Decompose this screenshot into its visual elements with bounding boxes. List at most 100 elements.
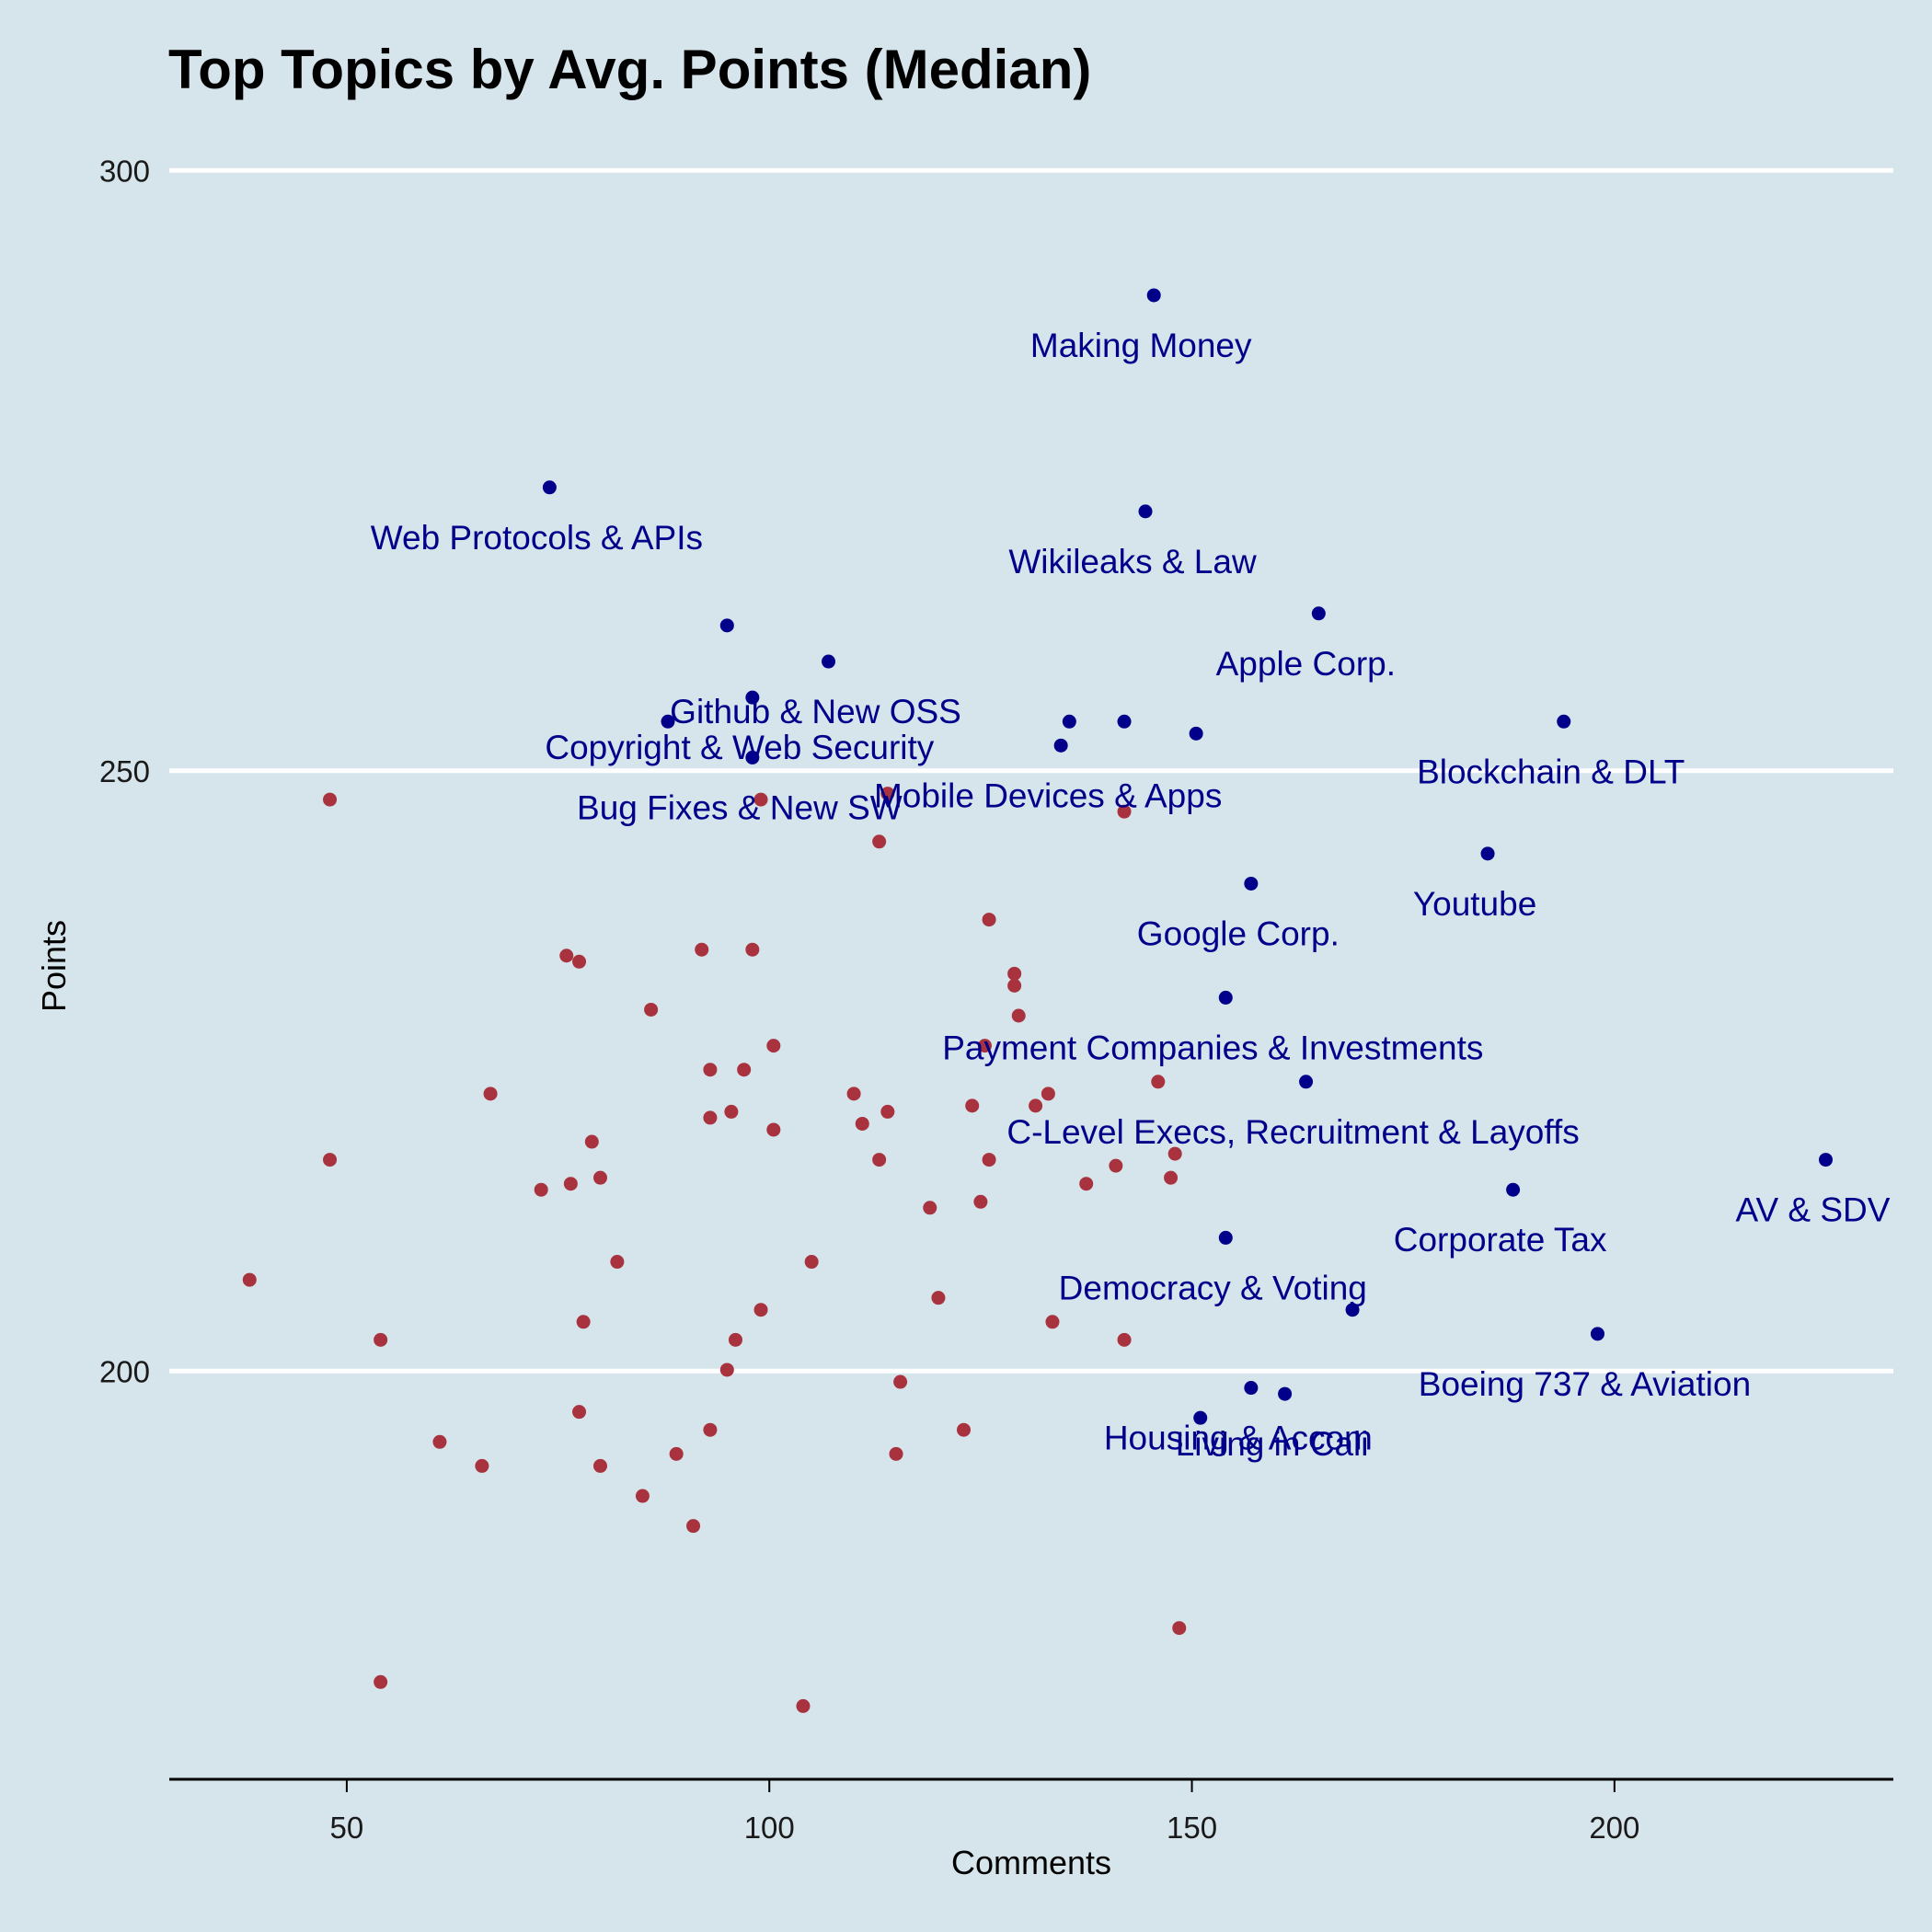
data-point-topic bbox=[1299, 1075, 1314, 1089]
data-label: AV & SDV bbox=[1736, 1191, 1891, 1229]
data-label: Democracy & Voting bbox=[1059, 1269, 1367, 1306]
data-point-other bbox=[242, 1272, 257, 1287]
data-point-other bbox=[695, 942, 709, 957]
data-point-topic bbox=[1311, 606, 1326, 621]
y-tick-label: 250 bbox=[99, 754, 150, 788]
data-point-topic bbox=[1053, 738, 1068, 753]
data-label: Making Money bbox=[1030, 327, 1252, 364]
x-tick-labels: 50 100 150 200 bbox=[330, 1779, 1639, 1845]
data-point-other bbox=[610, 1255, 625, 1270]
data-point-other bbox=[753, 1303, 768, 1317]
data-point-other bbox=[644, 1002, 659, 1017]
data-point-other bbox=[593, 1458, 607, 1473]
data-point-other bbox=[1079, 1177, 1094, 1191]
data-point-topic bbox=[1138, 504, 1153, 519]
data-point-other bbox=[1029, 1098, 1043, 1113]
data-point-other bbox=[534, 1182, 548, 1197]
data-label: Wikileaks & Law bbox=[1008, 543, 1257, 581]
data-label: Blockchain & DLT bbox=[1417, 753, 1685, 790]
data-point-other bbox=[846, 1087, 861, 1101]
data-point-other bbox=[973, 1194, 988, 1209]
chart-title: Top Topics by Avg. Points (Median) bbox=[168, 39, 1091, 100]
data-point-other bbox=[1117, 1332, 1132, 1347]
data-point-other bbox=[1164, 1170, 1179, 1185]
data-point-topic bbox=[1480, 846, 1495, 861]
data-point-topic bbox=[1506, 1182, 1521, 1197]
data-point-other bbox=[982, 913, 996, 927]
data-point-other bbox=[724, 1104, 739, 1119]
data-point-topic bbox=[1218, 990, 1233, 1005]
data-point-topic bbox=[1345, 1303, 1360, 1317]
data-label: Mobile Devices & Apps bbox=[874, 776, 1222, 814]
data-point-topic bbox=[1146, 288, 1161, 303]
data-label: Github & New OSS bbox=[670, 693, 961, 730]
data-point-other bbox=[483, 1087, 498, 1101]
data-label: Apple Corp. bbox=[1216, 645, 1396, 683]
data-point-topic bbox=[1244, 876, 1259, 891]
y-axis-title: Points bbox=[35, 920, 73, 1012]
data-label: Bug Fixes & New SW bbox=[577, 788, 903, 826]
data-point-other bbox=[432, 1434, 447, 1449]
data-point-other bbox=[1045, 1315, 1060, 1329]
data-point-other bbox=[323, 792, 338, 807]
data-point-other bbox=[880, 787, 895, 801]
data-point-other bbox=[923, 1201, 937, 1215]
data-point-other bbox=[766, 1039, 781, 1053]
data-label: Payment Companies & Investments bbox=[942, 1029, 1483, 1066]
data-point-other bbox=[753, 792, 768, 807]
data-point-topic bbox=[1218, 1230, 1233, 1245]
data-point-other bbox=[719, 1363, 734, 1377]
data-label: Corporate Tax bbox=[1394, 1221, 1607, 1259]
data-point-other bbox=[703, 1110, 718, 1125]
data-point-other bbox=[475, 1458, 489, 1473]
data-point-other bbox=[982, 1153, 996, 1167]
data-point-topic bbox=[1193, 1410, 1208, 1425]
data-point-topic bbox=[542, 480, 557, 495]
data-point-other bbox=[804, 1255, 819, 1270]
data-label: C-Level Execs, Recruitment & Layoffs bbox=[1006, 1113, 1579, 1151]
data-point-other bbox=[766, 1122, 781, 1137]
y-tick-label: 300 bbox=[99, 154, 150, 188]
data-label: Web Protocols & APIs bbox=[371, 519, 703, 557]
data-point-other bbox=[1007, 966, 1022, 981]
data-point-other bbox=[880, 1104, 895, 1119]
data-point-other bbox=[669, 1446, 684, 1461]
y-tick-labels: 200 250 300 bbox=[99, 154, 150, 1388]
data-point-other bbox=[931, 1291, 946, 1305]
data-point-topic bbox=[745, 690, 760, 705]
data-label: Living in Cali bbox=[1176, 1425, 1369, 1463]
data-point-other bbox=[1041, 1087, 1055, 1101]
data-point-other bbox=[893, 1374, 908, 1389]
x-tick-label: 200 bbox=[1589, 1811, 1639, 1845]
data-point-other bbox=[559, 949, 574, 963]
data-point-topic bbox=[1244, 1381, 1259, 1396]
data-point-topic bbox=[1590, 1327, 1604, 1341]
x-tick-label: 50 bbox=[330, 1811, 364, 1845]
data-label: Google Corp. bbox=[1137, 914, 1340, 952]
data-point-topic bbox=[1189, 726, 1203, 741]
y-tick-label: 200 bbox=[99, 1354, 150, 1388]
data-point-other bbox=[737, 1063, 752, 1077]
data-point-other bbox=[374, 1674, 388, 1689]
data-point-other bbox=[323, 1153, 338, 1167]
data-label: Copyright & Web Security bbox=[545, 729, 934, 766]
data-point-other bbox=[1109, 1158, 1123, 1173]
data-point-other bbox=[745, 942, 760, 957]
data-label: Youtube bbox=[1413, 885, 1536, 923]
data-point-other bbox=[1151, 1075, 1166, 1089]
data-point-topic bbox=[1117, 714, 1132, 729]
data-point-topic bbox=[1557, 714, 1571, 729]
data-point-other bbox=[1167, 1146, 1182, 1161]
data-point-other bbox=[686, 1519, 701, 1534]
data-point-other bbox=[1117, 804, 1132, 819]
data-point-other bbox=[374, 1332, 388, 1347]
data-point-other bbox=[635, 1489, 650, 1503]
data-point-other bbox=[703, 1422, 718, 1437]
data-point-other bbox=[584, 1134, 599, 1149]
data-point-other bbox=[576, 1315, 591, 1329]
data-points bbox=[242, 288, 1834, 1713]
data-point-other bbox=[728, 1332, 742, 1347]
gridlines bbox=[169, 167, 1893, 1374]
data-point-other bbox=[1007, 978, 1022, 993]
